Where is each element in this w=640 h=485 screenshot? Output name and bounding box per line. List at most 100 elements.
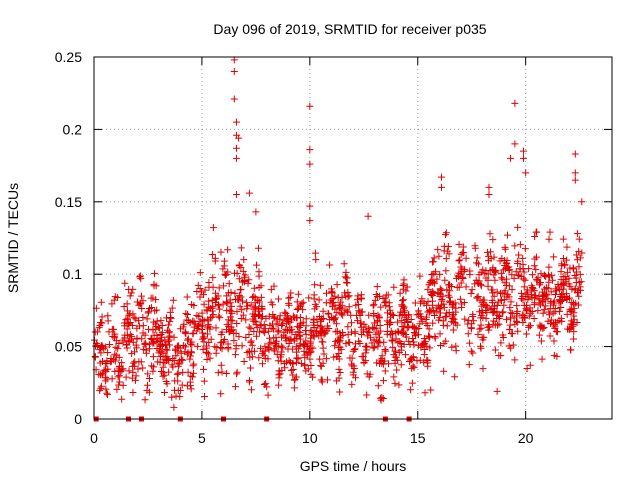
- data-point: [274, 328, 282, 336]
- data-point: [371, 296, 379, 304]
- data-point: [203, 330, 211, 338]
- data-point: [129, 362, 137, 370]
- data-point: [123, 344, 131, 352]
- data-point-outlier: [377, 396, 385, 404]
- data-point: [255, 354, 263, 362]
- data-point: [336, 388, 344, 396]
- data-point: [124, 320, 132, 328]
- data-point: [323, 376, 331, 384]
- y-tick-label: 0.25: [55, 49, 82, 65]
- data-point: [369, 323, 377, 331]
- data-point: [152, 337, 160, 345]
- data-point: [396, 338, 404, 346]
- data-point: [416, 272, 424, 280]
- plot-frame: [93, 56, 613, 420]
- data-point: [238, 306, 246, 314]
- data-point: [149, 367, 157, 375]
- data-point: [134, 298, 142, 306]
- data-point: [357, 323, 365, 331]
- data-point: [125, 336, 133, 344]
- data-point: [165, 321, 173, 329]
- data-point: [225, 280, 233, 288]
- data-point: [103, 389, 111, 397]
- data-point: [282, 334, 290, 342]
- data-point: [196, 317, 204, 325]
- data-point: [315, 296, 323, 304]
- data-point: [427, 307, 435, 315]
- data-point: [567, 317, 575, 325]
- data-point: [264, 391, 272, 399]
- data-point: [565, 280, 573, 288]
- data-point: [114, 294, 122, 302]
- data-point: [462, 283, 470, 291]
- data-point: [522, 307, 530, 315]
- data-point: [158, 329, 166, 337]
- data-point: [316, 328, 324, 336]
- data-point: [277, 357, 285, 365]
- data-point: [471, 280, 479, 288]
- data-point: [558, 317, 566, 325]
- data-point: [573, 319, 581, 327]
- data-point: [570, 328, 578, 336]
- data-point: [538, 355, 546, 363]
- data-point: [332, 328, 340, 336]
- data-point: [441, 231, 449, 239]
- data-point: [512, 268, 520, 276]
- data-point: [396, 312, 404, 320]
- data-point: [504, 291, 512, 299]
- data-point: [466, 267, 474, 275]
- data-point: [370, 336, 378, 344]
- data-point: [340, 260, 348, 268]
- data-point: [367, 334, 375, 342]
- data-point: [360, 358, 368, 366]
- data-point: [214, 369, 222, 377]
- data-point: [534, 274, 542, 282]
- data-point: [233, 368, 241, 376]
- y-tick-label: 0.2: [63, 121, 83, 137]
- data-point: [293, 298, 301, 306]
- data-point: [344, 288, 352, 296]
- data-point: [519, 254, 527, 262]
- data-point: [290, 384, 298, 392]
- y-axis-label: SRMTID / TECUs: [5, 183, 21, 293]
- data-point: [523, 286, 531, 294]
- data-point: [139, 364, 147, 372]
- data-point: [235, 292, 243, 300]
- data-point: [348, 380, 356, 388]
- data-point: [472, 276, 480, 284]
- data-point: [301, 354, 309, 362]
- data-point: [563, 243, 571, 251]
- data-point: [203, 356, 211, 364]
- data-point-outlier: [170, 403, 178, 411]
- data-point: [480, 269, 488, 277]
- data-point: [405, 311, 413, 319]
- data-point: [249, 317, 257, 325]
- data-point: [257, 344, 265, 352]
- data-point: [196, 293, 204, 301]
- data-point: [145, 345, 153, 353]
- data-point: [125, 337, 133, 345]
- data-point: [245, 276, 253, 284]
- data-point: [349, 371, 357, 379]
- data-point: [571, 285, 579, 293]
- data-point: [304, 365, 312, 373]
- data-point: [251, 299, 259, 307]
- data-point: [570, 335, 578, 343]
- data-point: [415, 324, 423, 332]
- data-point: [424, 362, 432, 370]
- data-point: [114, 367, 122, 375]
- data-point: [256, 298, 264, 306]
- data-point: [402, 351, 410, 359]
- data-point: [294, 290, 302, 298]
- data-point: [305, 348, 313, 356]
- data-point: [200, 300, 208, 308]
- data-point: [157, 317, 165, 325]
- data-point: [144, 325, 152, 333]
- data-point: [524, 295, 532, 303]
- data-point: [155, 323, 163, 331]
- data-point: [160, 389, 168, 397]
- data-point: [212, 299, 220, 307]
- data-point: [188, 301, 196, 309]
- data-point: [320, 350, 328, 358]
- data-point: [430, 254, 438, 262]
